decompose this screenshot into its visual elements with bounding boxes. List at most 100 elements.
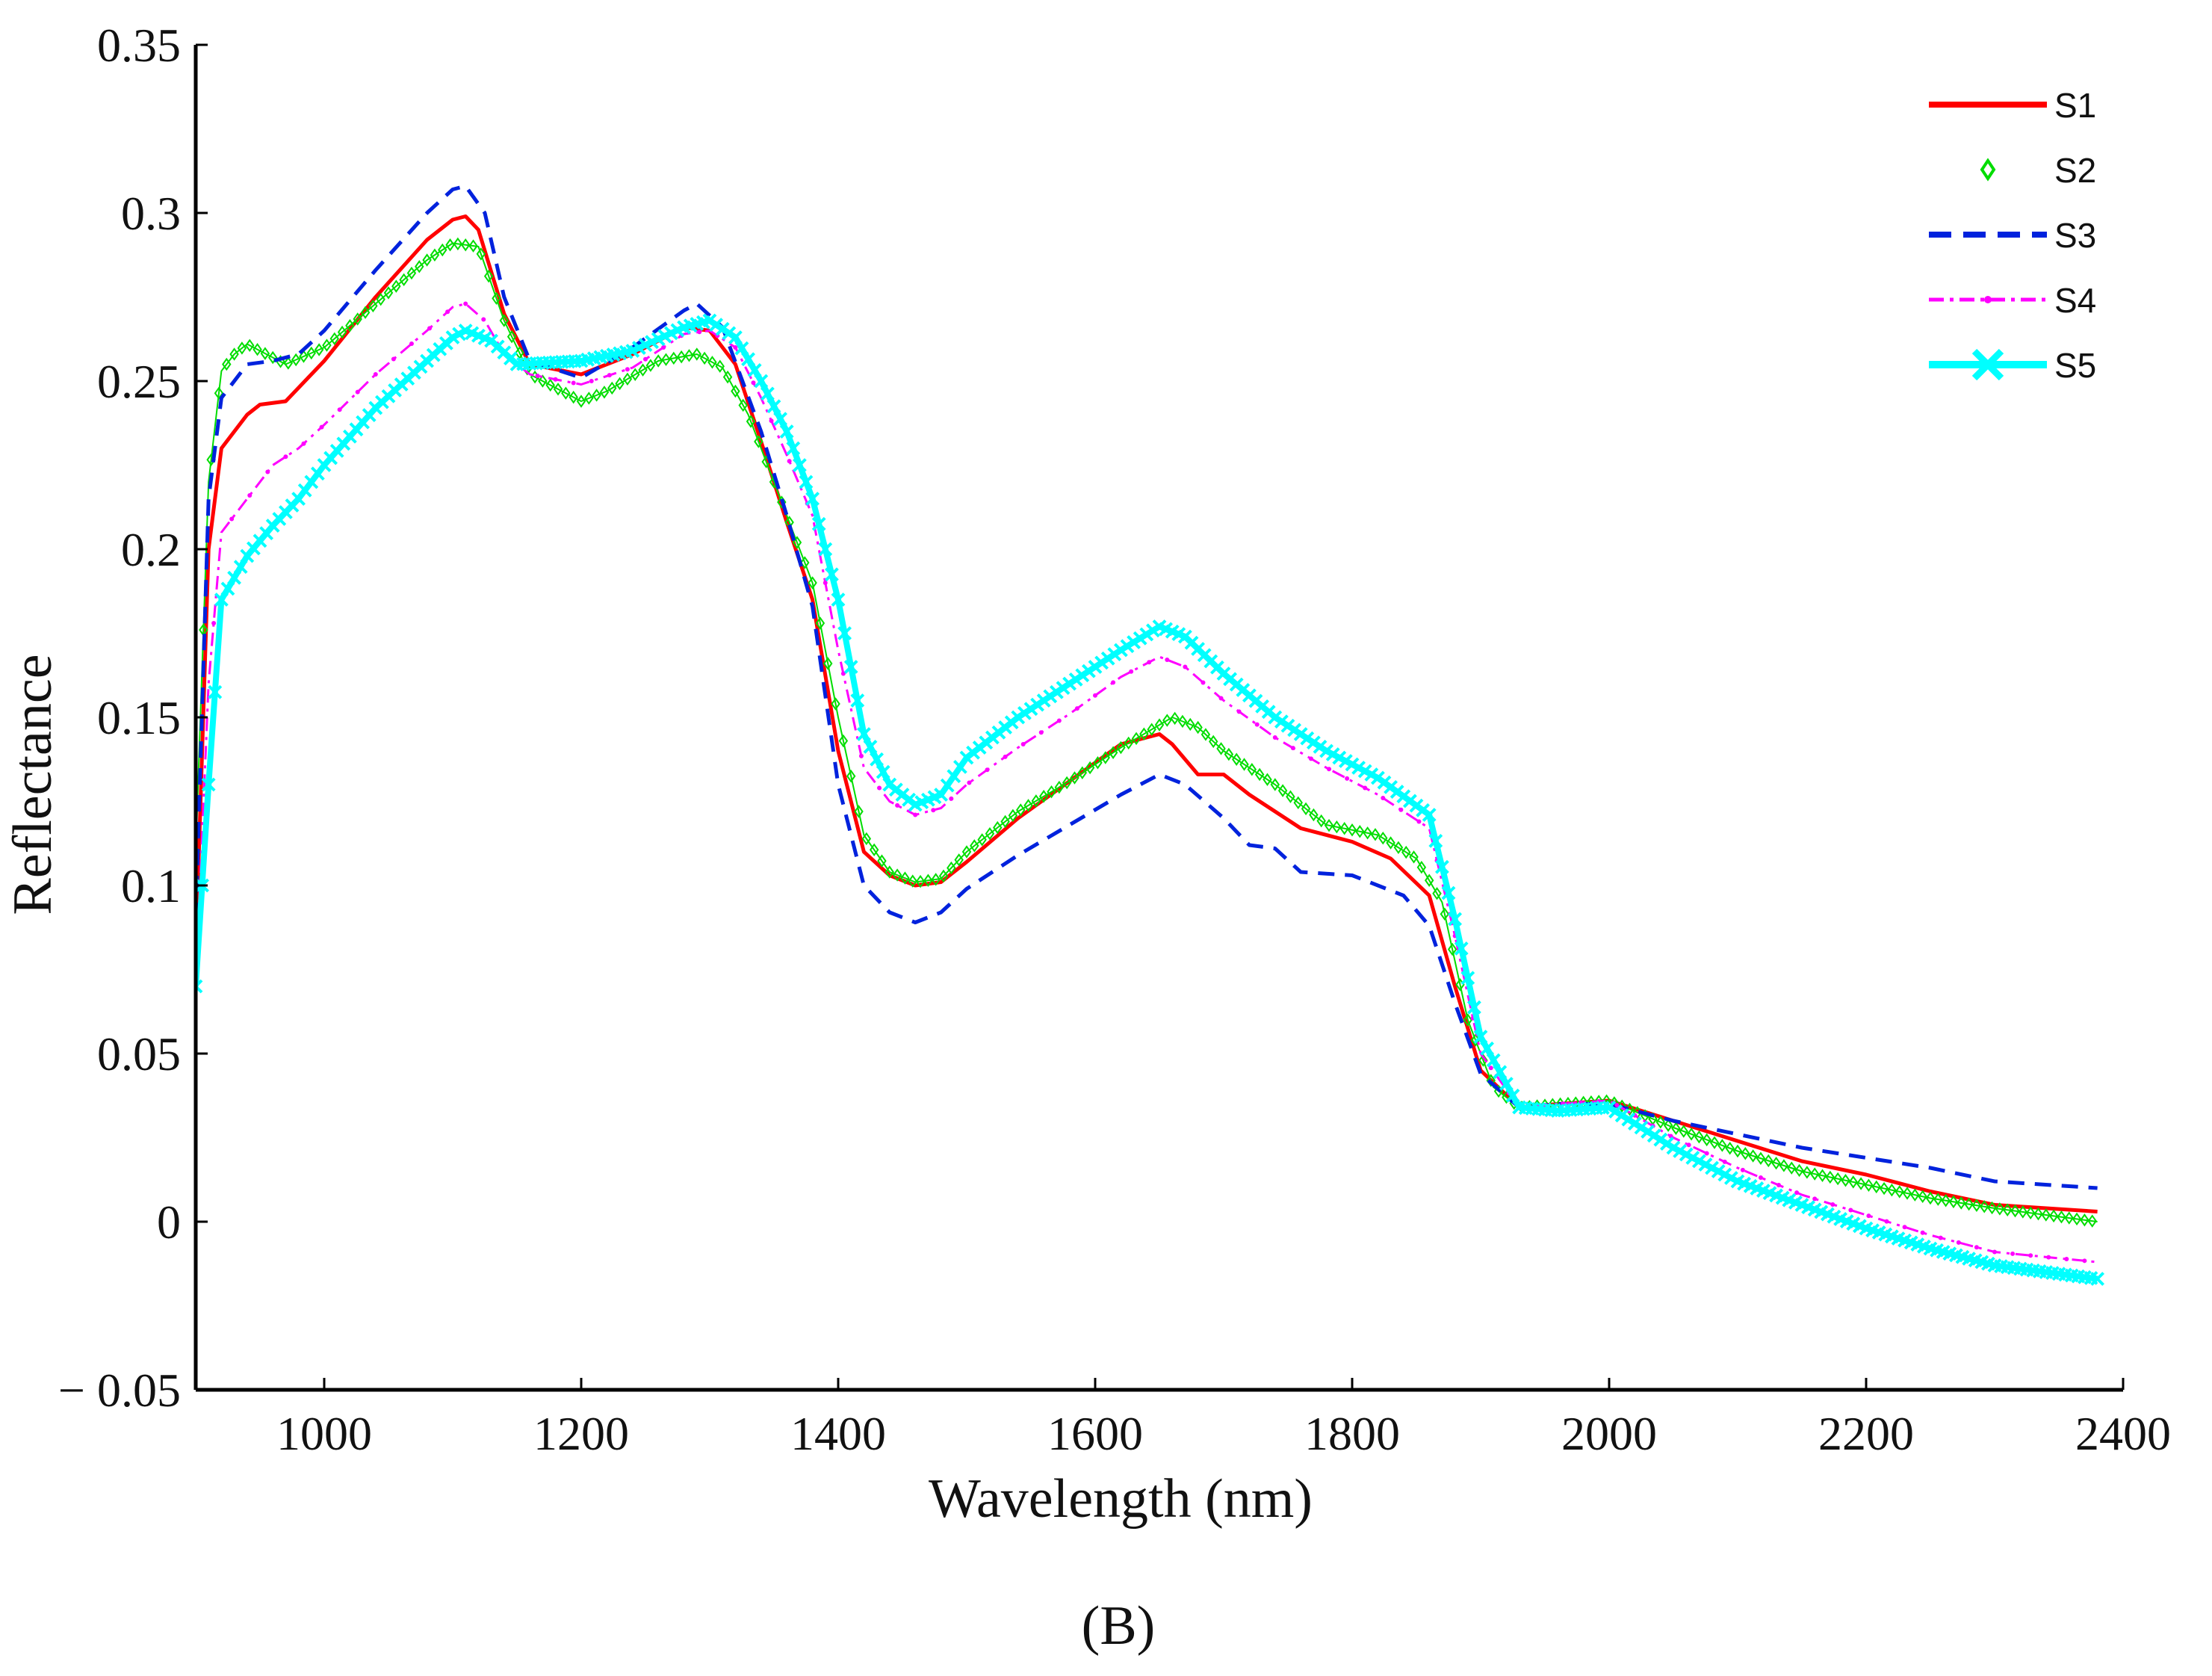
data-point <box>1980 1200 1989 1213</box>
data-point <box>1409 850 1419 864</box>
y-tick-label: 0 <box>157 1196 181 1249</box>
data-point <box>1094 655 1109 670</box>
data-point <box>661 353 671 366</box>
data-point <box>1038 790 1049 803</box>
data-point <box>967 780 972 785</box>
data-point <box>1741 1147 1750 1160</box>
data-point <box>1162 714 1172 727</box>
data-point <box>1473 1030 1488 1044</box>
data-point <box>1120 639 1135 654</box>
data-point <box>877 785 882 791</box>
data-point <box>1129 669 1134 674</box>
data-point <box>1440 907 1450 921</box>
data-point <box>938 869 949 883</box>
data-point <box>322 338 332 352</box>
data-point <box>1347 823 1357 837</box>
data-point <box>1131 732 1141 746</box>
series-line-s4 <box>196 303 2098 1264</box>
data-point <box>2064 1256 2069 1261</box>
data-point <box>267 350 278 365</box>
series-s5 <box>196 313 2105 1286</box>
data-point <box>422 253 432 267</box>
data-point <box>625 367 630 372</box>
data-point <box>1231 752 1242 766</box>
data-point <box>754 435 763 448</box>
data-point <box>247 493 253 498</box>
data-point <box>1655 1116 1666 1129</box>
data-point <box>1833 1172 1843 1186</box>
data-point <box>1224 747 1234 761</box>
legend-marker-s4 <box>1984 296 1992 303</box>
legend-label-s4: S4 <box>2054 281 2096 320</box>
data-point <box>1902 1187 1912 1200</box>
data-point <box>1493 1065 1508 1080</box>
data-point <box>1895 1185 1904 1199</box>
data-point <box>1704 1151 1709 1156</box>
data-point <box>1093 756 1103 770</box>
data-point <box>1254 722 1260 727</box>
data-point <box>1016 803 1026 817</box>
data-point <box>589 379 594 383</box>
data-point <box>1646 1128 1661 1143</box>
data-point <box>1030 697 1045 712</box>
y-tick-label: 0.25 <box>97 355 181 408</box>
data-point <box>314 343 324 356</box>
data-point <box>1270 778 1280 791</box>
data-point <box>1077 766 1088 779</box>
data-point <box>438 243 447 257</box>
data-point <box>1809 1167 1820 1181</box>
data-point <box>1621 1112 1636 1127</box>
data-point <box>1910 1188 1920 1202</box>
data-point <box>208 684 223 699</box>
data-point <box>1355 825 1365 838</box>
data-point <box>1003 754 1008 759</box>
data-point <box>1920 1230 1925 1235</box>
data-point <box>831 697 840 711</box>
legend-label-s3: S3 <box>2054 216 2096 255</box>
data-point <box>1617 1099 1627 1113</box>
data-point <box>1277 784 1288 797</box>
data-point <box>460 238 471 252</box>
data-point <box>1020 742 1026 746</box>
data-point <box>952 759 967 774</box>
data-point <box>430 248 440 262</box>
data-point <box>1085 761 1095 775</box>
legend-item-s3: S3 <box>1929 216 2096 255</box>
data-point <box>1011 710 1026 725</box>
data-point <box>1306 735 1321 750</box>
data-point <box>1218 696 1224 701</box>
data-point <box>2082 1258 2087 1264</box>
data-point <box>1216 742 1226 755</box>
data-point <box>2033 1207 2043 1221</box>
data-point <box>792 536 802 549</box>
x-tick-label: 1800 <box>1304 1407 1400 1460</box>
data-point <box>1505 1088 1520 1103</box>
data-point <box>707 356 717 369</box>
data-point <box>1887 1183 1897 1197</box>
data-point <box>1047 785 1056 799</box>
data-point <box>1308 756 1313 761</box>
data-point <box>211 621 217 625</box>
data-point <box>808 576 817 590</box>
data-point <box>1725 1141 1735 1155</box>
data-point <box>818 542 833 557</box>
data-point <box>1634 1120 1649 1135</box>
data-point <box>1948 1195 1959 1209</box>
data-point <box>931 873 941 886</box>
data-point <box>985 826 995 841</box>
data-point <box>800 556 810 569</box>
data-point <box>900 871 910 885</box>
data-point <box>1902 1225 1907 1230</box>
data-point <box>1038 730 1044 735</box>
data-point <box>1236 709 1242 714</box>
data-point <box>1062 676 1077 691</box>
data-point <box>2018 1205 2028 1219</box>
data-point <box>805 492 820 506</box>
data-point <box>1478 1054 1488 1067</box>
data-point <box>1145 623 1160 638</box>
data-point <box>214 593 229 607</box>
legend-item-s2: S2 <box>1980 151 2096 190</box>
data-point <box>1100 651 1115 666</box>
data-point <box>2057 1210 2066 1224</box>
data-point <box>741 352 756 367</box>
